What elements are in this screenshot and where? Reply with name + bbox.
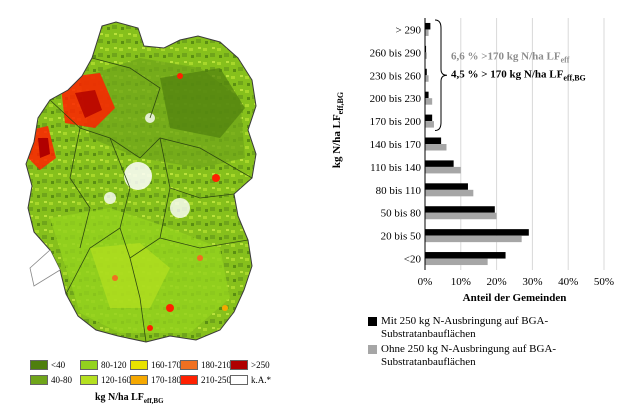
y-tick-label: 230 bis 260 (370, 70, 422, 82)
x-tick-label: 30% (522, 276, 542, 288)
y-axis-title: kg N/ha LFeff,BG (331, 92, 345, 168)
bar-mit (425, 22, 431, 30)
y-tick-label: <20 (404, 254, 422, 266)
bar-mit (425, 206, 495, 213)
map-legend-item: 40-80 (30, 375, 72, 385)
y-tick-label: 110 bis 140 (370, 162, 421, 174)
bar-ohne (425, 98, 433, 105)
map-panel: <40 40-80 80-120 120-160 160-170 170-180 180-2… (0, 0, 310, 409)
x-tick-label: 0% (418, 276, 433, 288)
bar-mit (425, 137, 442, 144)
y-tick-label: 260 bis 290 (370, 47, 422, 59)
germany-map (25, 21, 257, 343)
bar-chart: kg N/ha LFeff,BG <20 20 bis 50 50 bis 80 80… (331, 18, 614, 304)
x-tick-label: 20% (487, 276, 507, 288)
map-legend-label: k.A.* (251, 375, 271, 385)
map-legend-swatch (80, 360, 98, 370)
x-tick-label: 10% (451, 276, 471, 288)
map-legend-item: 170-180 (130, 375, 181, 385)
map-legend-item: 160-170 (130, 360, 181, 370)
legend-item-ohne: Ohne 250 kg N-Ausbringung auf BGA-Substr… (368, 343, 628, 369)
map-legend-title: kg N/ha LFeff,BG (95, 392, 164, 405)
y-tick-label: 20 bis 50 (381, 231, 422, 243)
bar-ohne (425, 121, 434, 128)
svg-text:kg N/ha LFeff,BG: kg N/ha LFeff,BG (331, 92, 345, 168)
bracket (434, 19, 448, 132)
map-legend-label: >250 (251, 360, 270, 370)
bar-mit (425, 229, 529, 236)
map-legend-swatch (230, 360, 248, 370)
map-legend-label: 120-160 (101, 375, 131, 385)
bar-mit (425, 91, 429, 99)
bar-mit (425, 160, 454, 167)
y-tick-label: 50 bis 80 (381, 208, 422, 220)
bar-ohne (425, 166, 461, 174)
bar-ohne (425, 189, 474, 197)
y-tick-label: 200 bis 230 (370, 93, 422, 105)
y-tick-label: 80 bis 110 (376, 185, 422, 197)
bar-ohne (425, 144, 447, 151)
x-axis-title: Anteil der Gemeinden (463, 292, 567, 304)
y-tick-label: 170 bis 200 (370, 116, 422, 128)
bar-ohne (425, 52, 427, 59)
map-legend-item: >250 (230, 360, 270, 370)
map-legend-label: 170-180 (151, 375, 181, 385)
chart-legend: Mit 250 kg N-Ausbringung auf BGA-Substra… (368, 315, 628, 371)
bar-ohne (425, 212, 497, 220)
map-legend-item: 180-210 (180, 360, 231, 370)
map-legend-label: <40 (51, 360, 66, 370)
map-legend-swatch (180, 375, 198, 385)
map-legend-swatch (30, 375, 48, 385)
map-legend-label: 180-210 (201, 360, 231, 370)
bar-mit (425, 114, 433, 122)
legend-swatch-black (368, 317, 377, 326)
map-legend-label: 210-250 (201, 375, 231, 385)
legend-swatch-gray (368, 345, 377, 354)
map-legend-swatch (230, 375, 248, 385)
map-legend-swatch (80, 375, 98, 385)
annotation-gray: 6,6 % >170 kg N/ha LFeff (451, 50, 570, 64)
map-legend-swatch (130, 360, 148, 370)
legend-item-mit: Mit 250 kg N-Ausbringung auf BGA-Substra… (368, 315, 628, 341)
map-legend-item: 120-160 (80, 375, 131, 385)
bar-mit (425, 252, 506, 259)
y-tick-label: > 290 (396, 24, 422, 36)
y-tick-label: 140 bis 170 (370, 139, 422, 151)
map-legend-label: 160-170 (151, 360, 181, 370)
x-tick-label: 50% (594, 276, 614, 288)
bar-mit (425, 183, 468, 190)
map-legend-swatch (30, 360, 48, 370)
bar-ohne (425, 258, 488, 266)
map-legend-item: k.A.* (230, 375, 271, 385)
map-legend-item: 210-250 (180, 375, 231, 385)
map-legend-item: <40 (30, 360, 65, 370)
annotation-black: 4,5 % > 170 kg N/ha LFeff,BG (451, 68, 586, 82)
legend-label-ohne: Ohne 250 kg N-Ausbringung auf BGA-Substr… (381, 343, 557, 368)
bar-ohne (425, 75, 429, 82)
bar-ohne (425, 235, 522, 243)
bar-ohne (425, 29, 429, 36)
map-legend-swatch (180, 360, 198, 370)
bar-mit (425, 68, 427, 76)
map-legend-item: 80-120 (80, 360, 127, 370)
map-legend-label: 40-80 (51, 375, 72, 385)
x-tick-label: 40% (558, 276, 578, 288)
map-legend-swatch (130, 375, 148, 385)
bar-mit (425, 45, 427, 53)
map-legend-label: 80-120 (101, 360, 127, 370)
legend-label-mit: Mit 250 kg N-Ausbringung auf BGA-Substra… (381, 315, 549, 340)
